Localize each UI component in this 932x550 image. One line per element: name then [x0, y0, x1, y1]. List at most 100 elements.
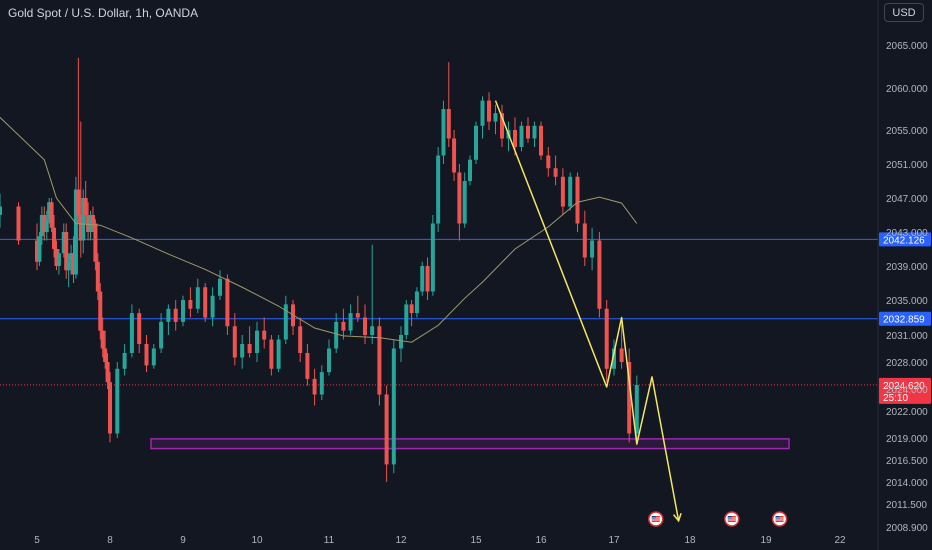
candle-body — [604, 308, 609, 369]
candle — [210, 287, 215, 327]
candle — [105, 353, 110, 389]
candle-body — [64, 232, 69, 271]
y-tick-label: 2016.500 — [886, 456, 928, 467]
candle — [35, 223, 39, 271]
candle-body — [95, 261, 100, 292]
candle — [103, 330, 108, 369]
candle-body — [370, 326, 375, 335]
x-tick-label: 11 — [324, 535, 335, 546]
candle-body — [468, 159, 472, 181]
candle — [597, 232, 602, 318]
candle-body — [377, 326, 382, 395]
candle — [334, 313, 339, 353]
candle-body — [232, 326, 237, 358]
candle-body — [582, 223, 587, 258]
candle — [553, 155, 558, 186]
candle-body — [151, 348, 156, 366]
candle-body — [49, 202, 54, 228]
candle-body — [203, 287, 208, 318]
candle — [218, 270, 222, 300]
candle — [436, 147, 441, 232]
moving-average-line — [0, 117, 638, 343]
candle — [52, 215, 57, 258]
candle — [166, 304, 171, 335]
currency-button[interactable]: USD — [884, 3, 924, 22]
candle-body — [312, 378, 317, 395]
candle-body — [54, 249, 59, 266]
candle — [93, 219, 98, 271]
candle — [39, 206, 44, 245]
candle — [409, 300, 414, 327]
x-tick-label: 16 — [535, 535, 547, 546]
candle-body — [115, 368, 120, 434]
candle-body — [334, 321, 339, 349]
candle — [312, 368, 317, 406]
candle-body — [404, 304, 409, 335]
y-tick-label: 2047.000 — [886, 194, 928, 205]
candle-body — [71, 253, 76, 275]
candle — [122, 344, 127, 376]
candle-body — [103, 348, 108, 362]
candle-body — [474, 125, 478, 160]
candle — [425, 257, 430, 300]
candle — [582, 210, 587, 266]
candle — [283, 295, 288, 344]
candle-body — [69, 253, 74, 262]
candle-body — [159, 321, 164, 349]
candle — [225, 274, 230, 335]
flag-canton — [775, 516, 780, 519]
candle — [49, 198, 54, 232]
candle — [144, 335, 149, 373]
support-zone-box[interactable] — [150, 438, 790, 450]
candle — [487, 92, 491, 130]
candle — [634, 375, 639, 438]
candle — [457, 164, 462, 241]
candle-body — [86, 215, 91, 232]
candle — [519, 121, 524, 152]
candle-body — [166, 308, 171, 322]
candle-body — [612, 348, 616, 369]
candle-body — [276, 339, 281, 369]
y-tick-label: 2011.500 — [886, 500, 927, 511]
candle — [47, 198, 52, 224]
candle-body — [98, 291, 103, 331]
candle — [468, 155, 472, 186]
candle-body — [457, 172, 462, 224]
candle — [590, 227, 595, 271]
candle — [414, 287, 419, 318]
candle — [195, 278, 200, 314]
candle — [54, 240, 59, 271]
x-tick-label: 10 — [251, 535, 263, 546]
candle-body — [122, 353, 127, 369]
y-tick-label: 2043.000 — [886, 228, 928, 239]
candle — [420, 261, 425, 296]
us-flag-event-icon[interactable] — [724, 511, 740, 527]
candle-body — [56, 253, 61, 266]
candle-body — [173, 308, 178, 322]
candle — [474, 121, 478, 164]
us-flag-event-icon[interactable] — [648, 511, 664, 527]
candle — [81, 189, 86, 254]
projection-path-line[interactable] — [494, 100, 680, 521]
candle-body — [363, 317, 367, 335]
candle — [90, 206, 95, 232]
candle — [88, 210, 93, 241]
candle-body — [532, 125, 537, 139]
candle — [76, 57, 81, 224]
candle — [262, 317, 267, 349]
candle — [78, 121, 83, 258]
candle-body — [129, 313, 134, 353]
us-flag-event-icon[interactable] — [771, 511, 788, 527]
candle-body — [42, 215, 47, 232]
candle-body — [137, 313, 142, 344]
candle — [71, 236, 76, 283]
candle — [203, 283, 208, 322]
candle-body — [283, 304, 288, 340]
candle — [69, 244, 74, 275]
candle — [56, 249, 61, 275]
candle-body — [188, 300, 193, 309]
candle-body — [66, 261, 71, 271]
y-tick-label: 2051.000 — [886, 160, 928, 171]
candle — [37, 232, 42, 266]
